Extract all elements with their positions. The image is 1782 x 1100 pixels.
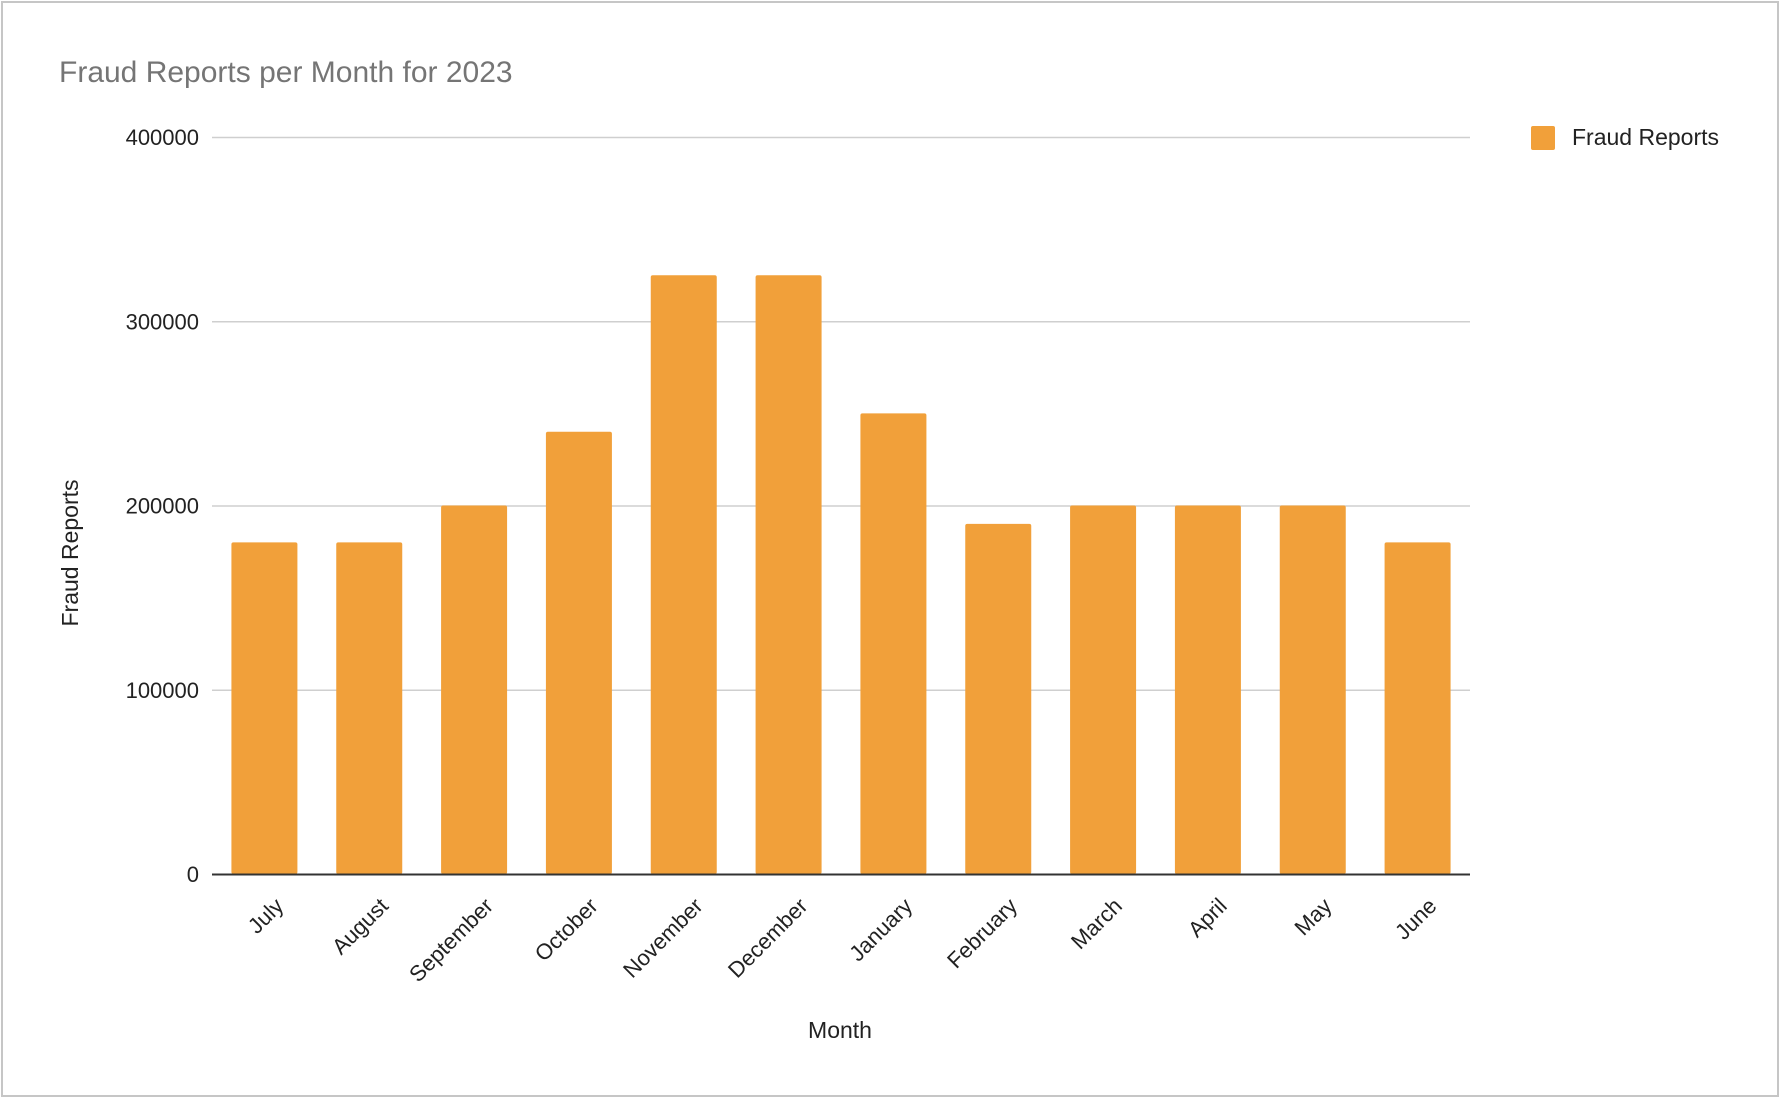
bar-july xyxy=(231,542,298,874)
y-tick-label: 100000 xyxy=(126,678,199,703)
y-tick-labels: 0 100000 200000 300000 400000 xyxy=(126,125,199,887)
bar-january xyxy=(860,413,927,874)
bar-august xyxy=(336,542,403,874)
y-axis-title: Fraud Reports xyxy=(57,479,83,626)
x-tick-label: December xyxy=(723,893,812,982)
bar-june xyxy=(1384,542,1451,874)
bar-may xyxy=(1279,505,1346,874)
bar-february xyxy=(965,523,1032,874)
bars xyxy=(231,275,1451,874)
x-tick-labels: July August September October November Decemb… xyxy=(243,893,1442,987)
bar-april xyxy=(1174,505,1241,874)
bar-march xyxy=(1070,505,1137,874)
x-tick-label: October xyxy=(530,893,603,966)
x-tick-label: November xyxy=(618,893,707,982)
legend-label: Fraud Reports xyxy=(1572,124,1719,150)
bar-november xyxy=(650,275,717,874)
chart-title: Fraud Reports per Month for 2023 xyxy=(59,56,513,89)
y-tick-label: 300000 xyxy=(126,309,199,334)
legend: Fraud Reports xyxy=(1531,124,1719,150)
x-tick-label: July xyxy=(243,893,288,938)
x-tick-label: August xyxy=(327,893,393,959)
y-tick-label: 0 xyxy=(187,862,199,887)
y-tick-label: 200000 xyxy=(126,494,199,519)
x-axis-title: Month xyxy=(808,1017,872,1043)
x-tick-label: September xyxy=(404,893,498,987)
x-tick-label: April xyxy=(1183,893,1232,942)
legend-swatch xyxy=(1531,126,1555,150)
x-tick-label: May xyxy=(1290,893,1337,940)
y-tick-label: 400000 xyxy=(126,125,199,150)
bar-december xyxy=(755,275,822,874)
x-tick-label: February xyxy=(942,893,1022,973)
x-tick-label: January xyxy=(844,893,917,966)
gridlines xyxy=(212,136,1470,691)
bar-october xyxy=(545,431,612,874)
bar-september xyxy=(441,505,508,874)
x-tick-label: June xyxy=(1390,893,1441,944)
x-tick-label: March xyxy=(1066,893,1127,954)
